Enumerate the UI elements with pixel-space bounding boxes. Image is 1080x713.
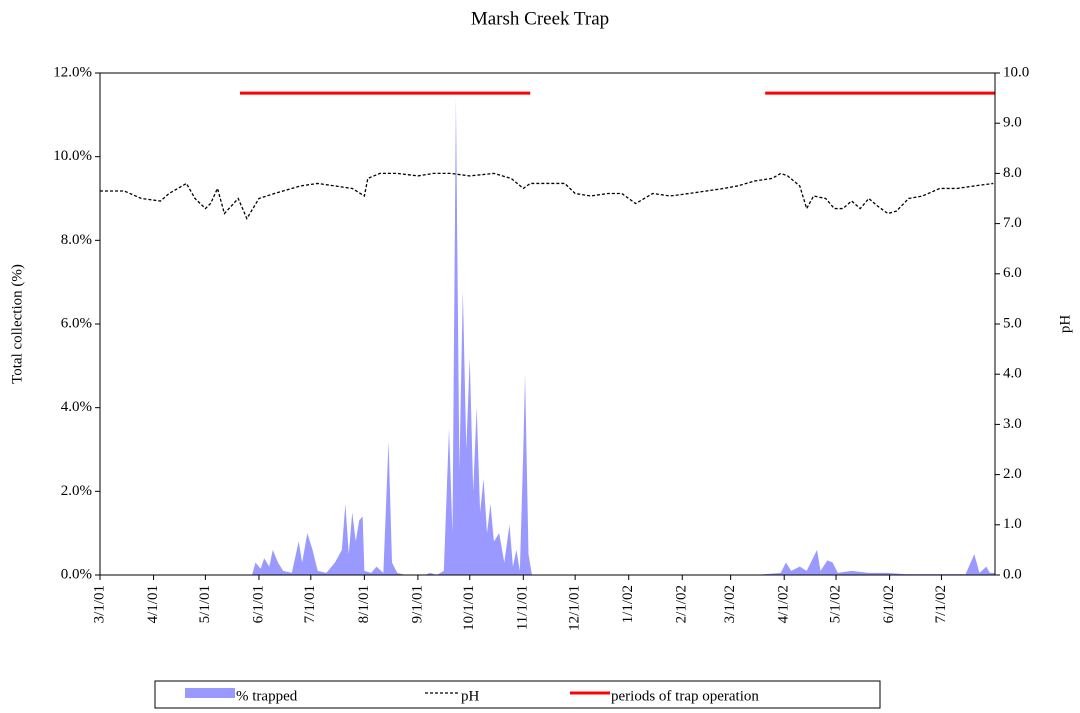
x-tick-label: 10/1/01 <box>461 585 477 631</box>
x-tick-label: 7/1/01 <box>302 585 318 623</box>
y2-tick-label: 1.0 <box>1003 516 1022 532</box>
legend-box <box>154 680 881 709</box>
x-tick-label: 5/1/02 <box>827 585 843 623</box>
y-tick-label: 0.0% <box>61 566 92 582</box>
x-tick-label: 1/1/02 <box>620 585 636 623</box>
x-tick-label: 6/1/02 <box>881 585 897 623</box>
y-tick-label: 10.0% <box>53 148 92 164</box>
y2-axis-title: pH <box>1057 315 1073 334</box>
x-tick-label: 4/1/02 <box>776 585 792 623</box>
y2-tick-label: 10.0 <box>1003 64 1029 80</box>
x-tick-label: 3/1/01 <box>91 585 107 623</box>
legend-swatch <box>185 688 235 698</box>
y2-tick-label: 3.0 <box>1003 416 1022 432</box>
y2-tick-label: 8.0 <box>1003 165 1022 181</box>
x-tick-label: 3/1/02 <box>722 585 738 623</box>
x-tick-label: 9/1/01 <box>409 585 425 623</box>
legend-label: periods of trap operation <box>611 688 759 704</box>
y-tick-label: 8.0% <box>61 232 92 248</box>
x-tick-label: 8/1/01 <box>356 585 372 623</box>
y-tick-label: 12.0% <box>53 64 92 80</box>
x-tick-label: 7/1/02 <box>933 585 949 623</box>
plot-frame <box>99 72 996 576</box>
x-tick-label: 5/1/01 <box>197 585 213 623</box>
y-tick-label: 6.0% <box>61 315 92 331</box>
x-tick-label: 6/1/01 <box>250 585 266 623</box>
x-tick-label: 11/1/01 <box>515 585 531 630</box>
legend-label: % trapped <box>236 688 298 704</box>
y2-tick-label: 6.0 <box>1003 265 1022 281</box>
y2-tick-label: 9.0 <box>1003 115 1022 131</box>
y2-tick-label: 4.0 <box>1003 366 1022 382</box>
x-tick-label: 12/1/01 <box>567 585 583 631</box>
y2-tick-label: 5.0 <box>1003 315 1022 331</box>
y2-tick-label: 0.0 <box>1003 566 1022 582</box>
line-series <box>100 172 994 221</box>
chart-title: Marsh Creek Trap <box>471 8 609 29</box>
y-tick-label: 4.0% <box>61 399 92 415</box>
y2-tick-label: 2.0 <box>1003 466 1022 482</box>
x-tick-label: 4/1/01 <box>145 585 161 623</box>
y2-tick-label: 7.0 <box>1003 215 1022 231</box>
x-tick-label: 2/1/02 <box>674 585 690 623</box>
y-axis-title: Total collection (%) <box>9 264 25 384</box>
legend-label: pH <box>461 688 480 704</box>
y-tick-label: 2.0% <box>61 483 92 499</box>
area-series <box>100 98 995 575</box>
